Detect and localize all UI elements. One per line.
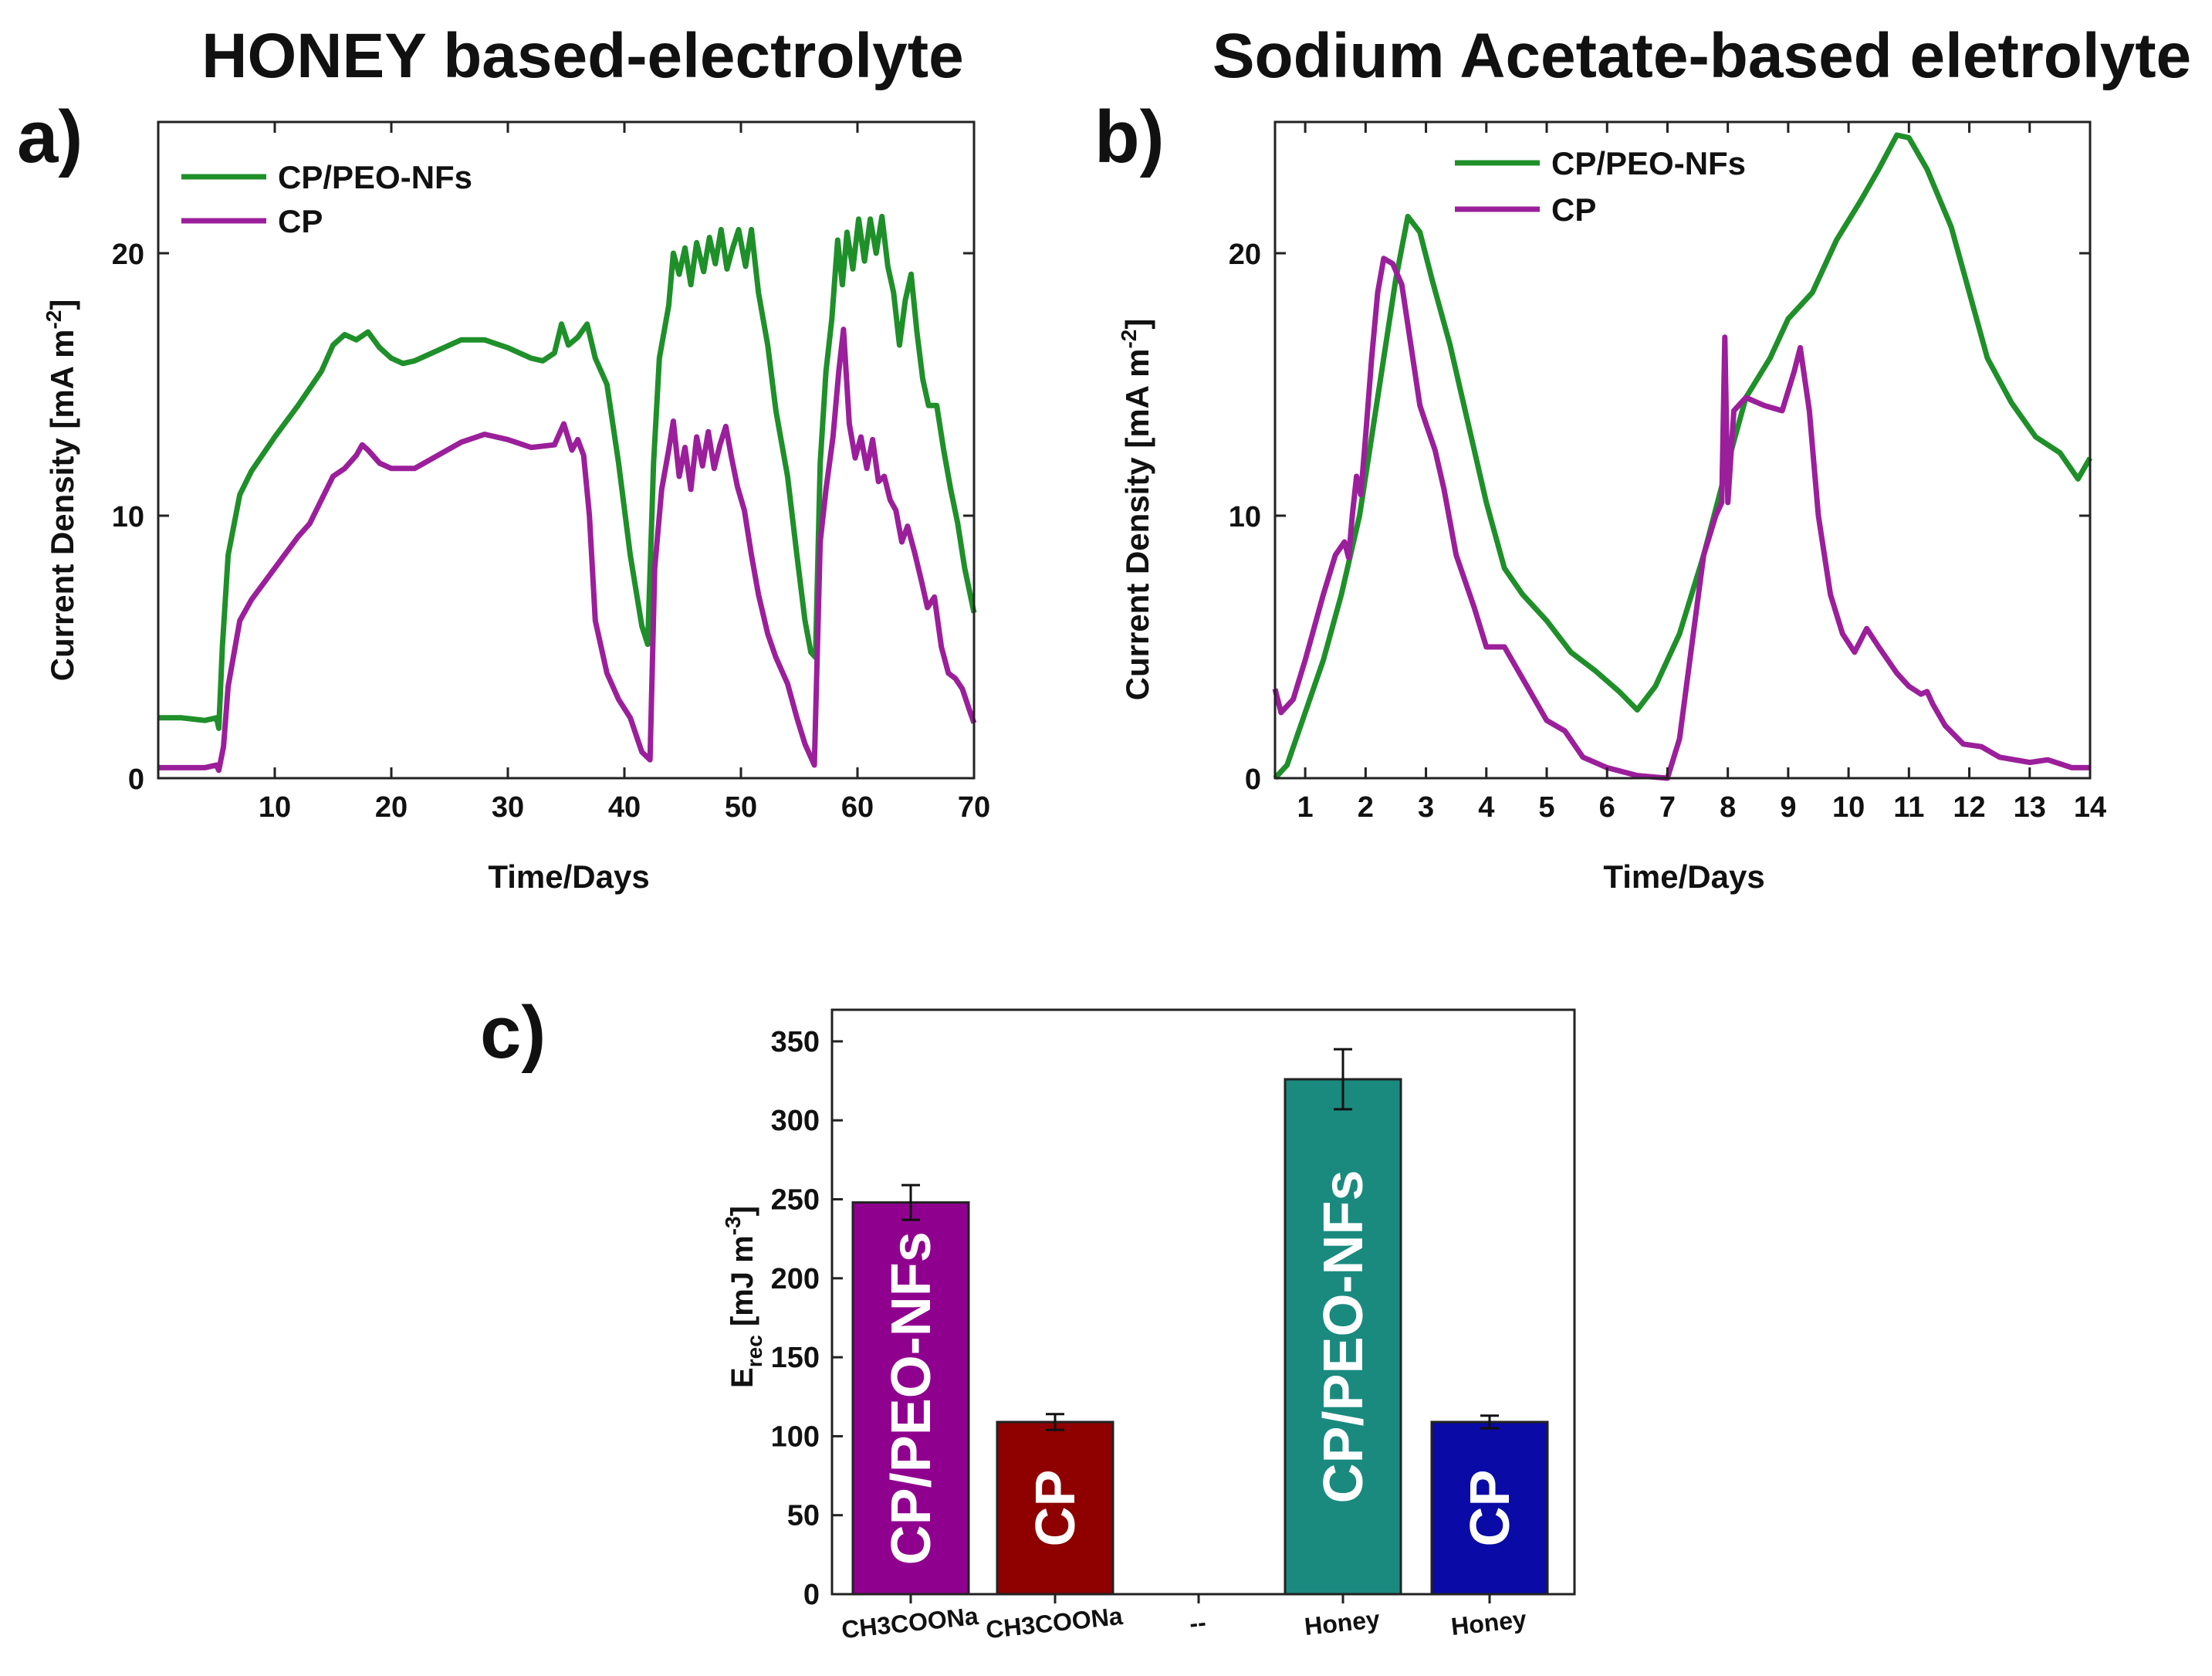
panel-c-category-label: Honey: [1303, 1605, 1381, 1640]
panel-b-legend: CP/PEO-NFs CP: [1455, 145, 1746, 228]
panel-a-xtick-label: 50: [725, 791, 757, 824]
panel-c-bar: [1284, 1078, 1402, 1596]
panel-a-series-cp-peo-nfs-line: [158, 213, 977, 731]
panel-b-xtick-label: 6: [1599, 791, 1615, 824]
panel-b-xtick-label: 5: [1538, 791, 1554, 824]
panel-b-frame: [1273, 120, 2092, 780]
panel-b-xlabel: Time/Days: [1603, 858, 1764, 895]
panel-c-ytick-label: 300: [771, 1105, 820, 1137]
panel-c-bar: [1430, 1420, 1549, 1596]
panel-c-ytick-label: 350: [771, 1026, 820, 1058]
panel-c-ytick-label: 200: [771, 1263, 820, 1295]
panel-a-series-cp-line: [158, 327, 977, 774]
panel-b-xtick-label: 7: [1659, 791, 1676, 824]
panel-b-letter: b): [1094, 96, 1165, 178]
panel-a-xtick-label: 40: [608, 791, 641, 824]
panel-b-xtick-label: 10: [1832, 791, 1865, 824]
panel-a-title: HONEY based-electrolyte: [201, 21, 963, 91]
panel-c-category-label: Honey: [1449, 1605, 1527, 1640]
panel-a-xtick-label: 30: [492, 791, 524, 824]
panel-c-ylabel: Erec [mJ m-3]: [721, 1206, 766, 1388]
legend-a-cp-label: CP: [278, 203, 323, 239]
panel-b-xtick-label: 3: [1418, 791, 1434, 824]
panel-b-xtick-label: 2: [1358, 791, 1374, 824]
legend-b-cp-label: CP: [1551, 191, 1596, 228]
panel-c-ytick-label: 0: [803, 1579, 820, 1611]
panel-c-ytick-label: 50: [787, 1500, 820, 1532]
panel-c-ytick-label: 250: [771, 1184, 820, 1217]
panel-c-frame: [830, 1008, 1576, 1596]
panel-c-bar-label: CP/PEO-NFs: [881, 1231, 942, 1565]
legend-b-cppeo-label: CP/PEO-NFs: [1551, 145, 1746, 181]
panel-a-frame: [157, 120, 976, 780]
panel-a-xtick-label: 70: [958, 791, 990, 824]
panel-b-xtick-label: 13: [2014, 791, 2046, 824]
panel-c-category-label: CH3COONa: [840, 1602, 980, 1644]
panel-b-xtick-label: 14: [2074, 791, 2106, 824]
panel-c-ytick-label: 100: [771, 1420, 820, 1453]
panel-a-plot: 10 20 30 40 50 60 70 0 10 20: [112, 120, 990, 824]
panel-a-xtick-label: 20: [375, 791, 408, 824]
panel-b-series-cp-line: [1272, 256, 2090, 781]
panel-a-ytick-label: 10: [112, 501, 144, 533]
panel-c-category-label: CH3COONa: [985, 1602, 1125, 1644]
panel-c: c) CP/PEO-NFs CP CP/PEO-NFs CP 0 50 100 150 200 2…: [480, 991, 1576, 1644]
panel-c-bar-label: CP: [1025, 1469, 1087, 1546]
panel-b-title: Sodium Acetate-based eletrolyte: [1213, 21, 2191, 91]
panel-a-letter: a): [17, 96, 83, 178]
panel-a-legend: CP/PEO-NFs CP: [181, 159, 472, 239]
panel-b-xtick-label: 9: [1780, 791, 1796, 824]
panel-b-ylabel: Current Density [mA m-2]: [1117, 319, 1155, 701]
panel-a-xlabel: Time/Days: [488, 858, 649, 895]
panel-c-plot: CP/PEO-NFs CP CP/PEO-NFs CP 0 50 100 150 200 250 3…: [771, 1008, 1576, 1644]
panel-a: HONEY based-electrolyte a) 10 20 30 40 50 60 7…: [17, 21, 990, 895]
panel-b-ytick-label: 20: [1229, 239, 1261, 271]
panel-b-xtick-label: 12: [1953, 791, 1985, 824]
panel-b-ytick-label: 10: [1229, 501, 1261, 533]
panel-a-xtick-label: 60: [841, 791, 874, 824]
panel-b-xtick-label: 1: [1297, 791, 1314, 824]
panel-a-ylabel: Current Density [mA m-2]: [42, 300, 80, 682]
panel-a-xtick-label: 10: [259, 791, 291, 824]
panel-b-ytick-label: 0: [1245, 764, 1261, 796]
panel-b-xtick-label: 4: [1478, 791, 1494, 824]
panel-b-xtick-label: 8: [1720, 791, 1736, 824]
legend-a-cppeo-label: CP/PEO-NFs: [278, 159, 472, 195]
panel-c-bar-label: CP: [1459, 1469, 1521, 1546]
panel-b-series-cp-peo-nfs-line: [1273, 132, 2093, 780]
panel-c-letter: c): [480, 991, 546, 1074]
panel-c-bar: [996, 1420, 1114, 1596]
panel-b-xtick-label: 11: [1893, 791, 1924, 824]
panel-c-ytick-label: 150: [771, 1342, 820, 1374]
panel-c-bar-label: CP/PEO-NFs: [1313, 1170, 1375, 1503]
panel-c-category-label: --: [1188, 1608, 1207, 1637]
panel-a-ytick-label: 20: [112, 239, 144, 271]
panel-c-bar: [851, 1201, 970, 1596]
panel-a-ytick-label: 0: [128, 764, 144, 796]
